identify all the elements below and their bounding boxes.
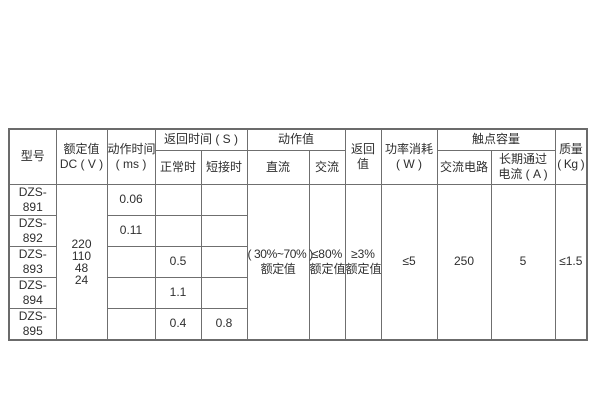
table-header: 型号 额定值 DC ( V ) 动作时间 ( ms ) 返回时间 ( S ) 动… (8, 128, 588, 185)
table-body: DZS-891 220 110 48 24 0.06 ( 30%~70% ) 额… (8, 183, 588, 340)
table-row: DZS-893 0.5 (8, 245, 587, 278)
relay-spec-table: 型号 额定值 DC ( V ) 动作时间 ( ms ) 返回时间 ( S ) 动… (8, 128, 589, 341)
header-mass: 质量 ( Kg ) (554, 128, 588, 185)
header-row-sub: 正常时 短接时 直流 交流 交流电路 长期通过 电流 ( A ) (9, 149, 587, 185)
operate-time-cell (106, 245, 156, 278)
rated-values-cell: 220 110 48 24 (55, 183, 108, 340)
header-return-short: 短接时 (200, 149, 248, 185)
return-normal-cell: 0.5 (154, 245, 202, 278)
rated-value: 220 (71, 236, 92, 251)
header-operate-dc: 直流 (246, 149, 310, 185)
return-normal-cell: 1.1 (154, 276, 202, 309)
contact-long-term-cell: 5 (490, 183, 556, 340)
header-return-time: 返回时间 ( S ) (154, 128, 248, 151)
return-normal-cell (154, 183, 202, 216)
operate-time-cell (106, 276, 156, 309)
model-cell: DZS-895 (8, 307, 57, 340)
table-row: DZS-894 1.1 (8, 276, 587, 309)
rated-values-stack: 220 110 48 24 (57, 238, 107, 286)
power-consumption-cell: ≤5 (380, 183, 438, 340)
return-normal-cell: 0.4 (154, 307, 202, 340)
table-row: DZS-895 0.4 0.8 (8, 307, 587, 340)
operate-time-cell (106, 307, 156, 340)
model-cell: DZS-893 (8, 245, 57, 278)
header-operate-ac: 交流 (308, 149, 346, 185)
return-value-cell: ≥3% 额定值 (344, 183, 382, 340)
operate-value-ac-cell: ≤80% 额定值 (308, 183, 346, 340)
return-short-cell (200, 276, 248, 309)
return-normal-cell (154, 214, 202, 247)
header-contact-ac-circuit: 交流电路 (436, 149, 492, 185)
operate-value-dc-cell: ( 30%~70% ) 额定值 (246, 183, 313, 340)
table-row: DZS-892 0.11 (8, 214, 587, 247)
model-cell: DZS-891 (8, 183, 57, 216)
model-cell: DZS-894 (8, 276, 57, 309)
rated-value: 110 (71, 248, 92, 263)
header-operate-value: 动作值 (246, 128, 346, 151)
header-rated-value: 额定值 DC ( V ) (55, 128, 108, 185)
header-contact-long-term: 长期通过 电流 ( A ) (490, 149, 556, 185)
header-return-normal: 正常时 (154, 149, 202, 185)
operate-time-cell: 0.11 (106, 214, 156, 247)
contact-ac-circuit-cell: 250 (436, 183, 492, 340)
operate-time-cell: 0.06 (106, 183, 156, 216)
rated-value: 24 (74, 272, 89, 287)
header-power-consumption: 功率消耗 ( W ) (380, 128, 438, 185)
return-short-cell: 0.8 (200, 307, 248, 340)
return-short-cell (200, 183, 248, 216)
rated-value: 48 (74, 260, 89, 275)
header-model: 型号 (8, 128, 57, 185)
mass-cell: ≤1.5 (554, 183, 588, 340)
header-row-top: 型号 额定值 DC ( V ) 动作时间 ( ms ) 返回时间 ( S ) 动… (8, 128, 588, 185)
header-contact-capacity: 触点容量 (436, 128, 556, 151)
header-operate-time: 动作时间 ( ms ) (106, 128, 156, 185)
table-row: DZS-891 220 110 48 24 0.06 ( 30%~70% ) 额… (8, 183, 588, 340)
return-short-cell (200, 214, 248, 247)
model-cell: DZS-892 (8, 214, 57, 247)
header-return-value: 返回值 (344, 128, 382, 185)
return-short-cell (200, 245, 248, 278)
